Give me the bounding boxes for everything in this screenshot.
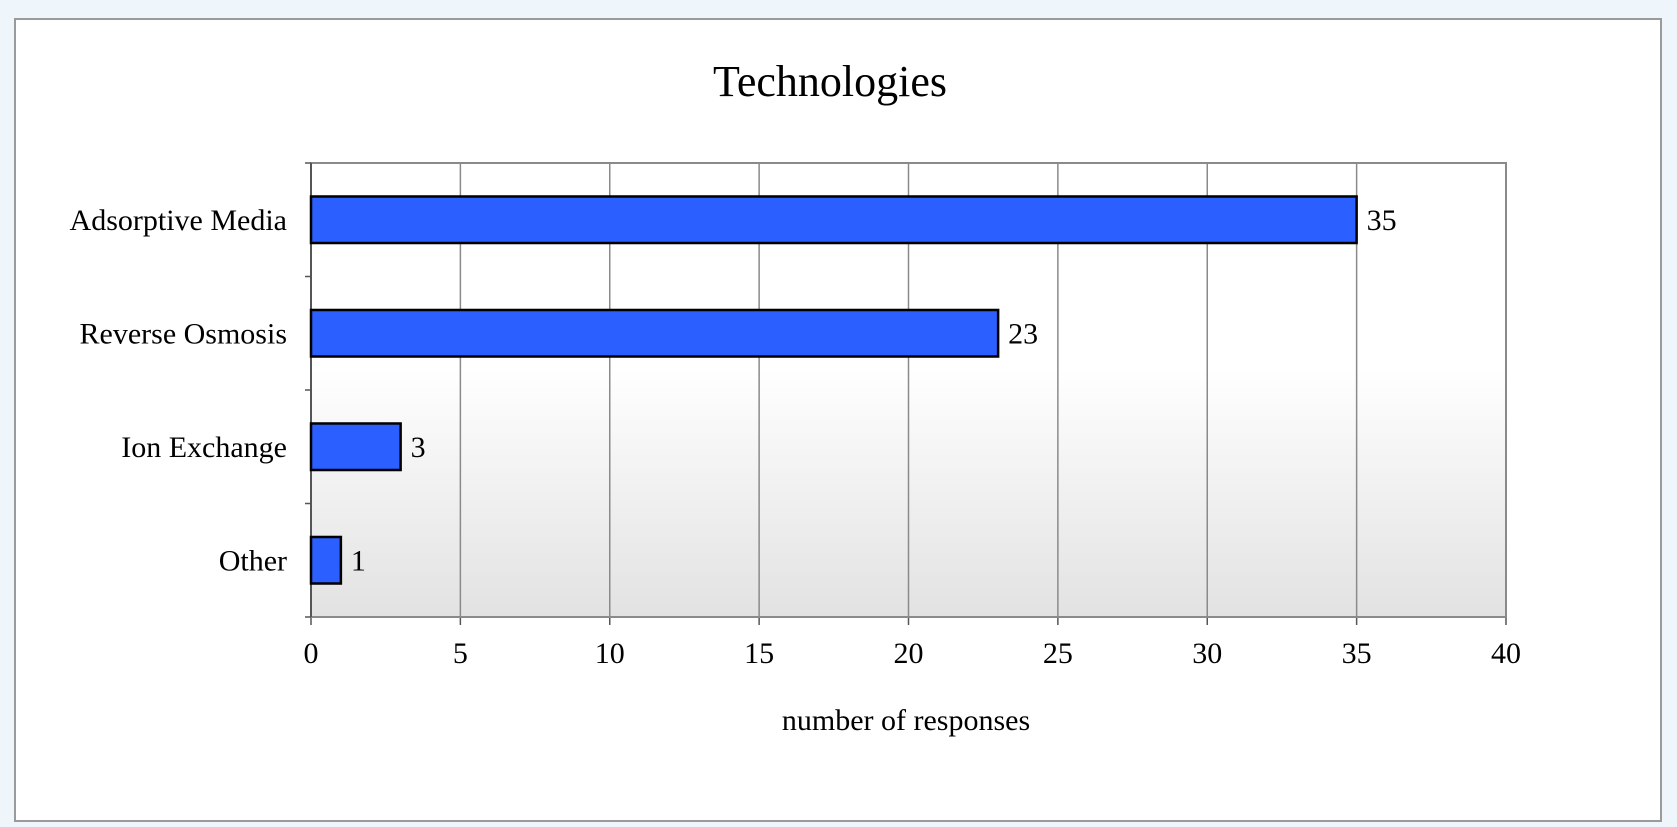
data-label: 35 [1367, 204, 1397, 237]
bar [309, 422, 402, 472]
bar [309, 535, 343, 585]
x-axis-label: number of responses [782, 704, 1030, 737]
x-tick-label: 35 [1342, 637, 1372, 670]
x-tick-label: 5 [453, 637, 468, 670]
chart-title: Technologies [713, 57, 947, 106]
chart-frame: Technologies 0 5 10 15 20 25 30 35 40 Adsorptive … [14, 18, 1662, 822]
category-label: Ion Exchange [121, 431, 287, 464]
category-label: Other [219, 544, 287, 577]
x-tick-label: 30 [1192, 637, 1222, 670]
x-tick-label: 40 [1491, 637, 1521, 670]
category-label: Adsorptive Media [70, 204, 287, 237]
bar [309, 195, 1358, 245]
data-label: 3 [411, 431, 426, 464]
bar-chart: Technologies 0 5 10 15 20 25 30 35 40 Adsorptive … [70, 57, 1521, 737]
data-label: 23 [1008, 317, 1038, 350]
x-tick-label: 0 [304, 637, 319, 670]
x-tick-label: 25 [1043, 637, 1073, 670]
category-label: Reverse Osmosis [80, 317, 287, 350]
x-tick-label: 10 [595, 637, 625, 670]
x-tick-label: 20 [894, 637, 924, 670]
bar [309, 308, 1000, 358]
data-label: 1 [351, 544, 366, 577]
x-tick-label: 15 [744, 637, 774, 670]
